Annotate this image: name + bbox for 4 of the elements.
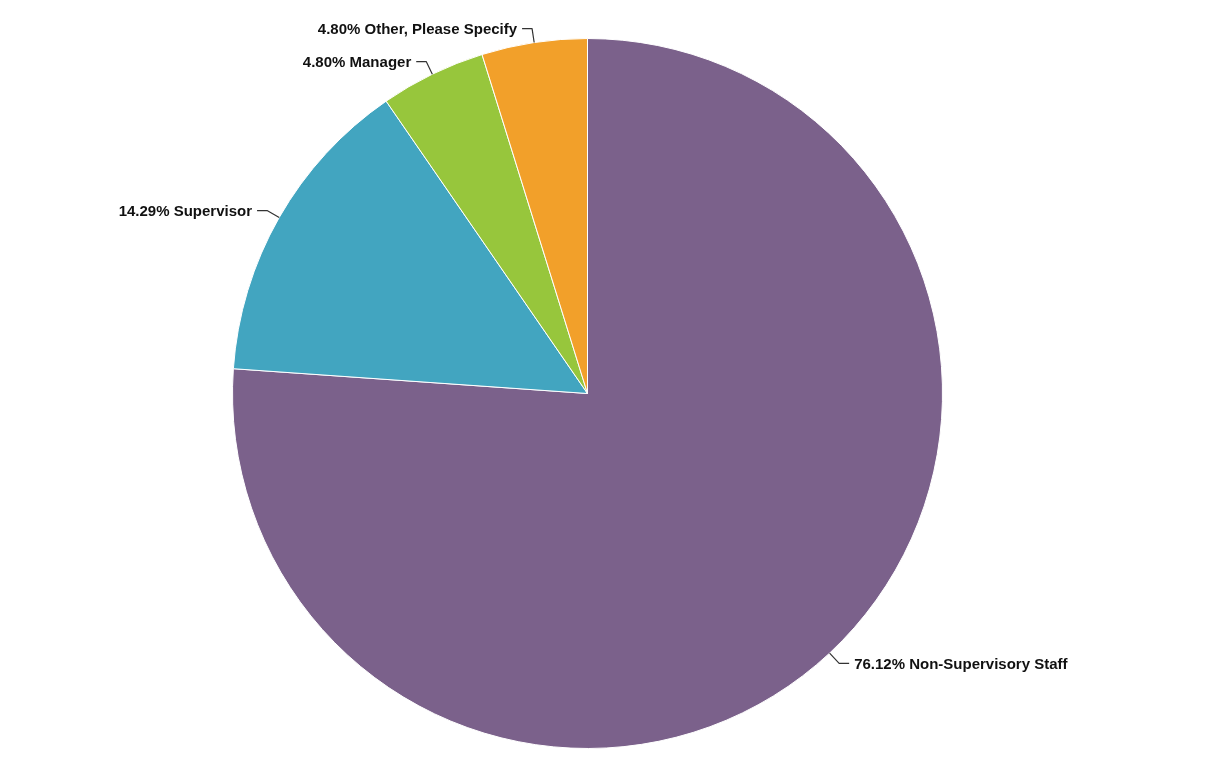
slice-label: 76.12% Non-Supervisory Staff <box>854 654 1069 672</box>
slice-label: 14.29% Supervisor <box>118 202 253 220</box>
slice-label: 4.80% Manager <box>302 53 412 71</box>
slice-label: 4.80% Other, Please Specify <box>317 20 518 38</box>
